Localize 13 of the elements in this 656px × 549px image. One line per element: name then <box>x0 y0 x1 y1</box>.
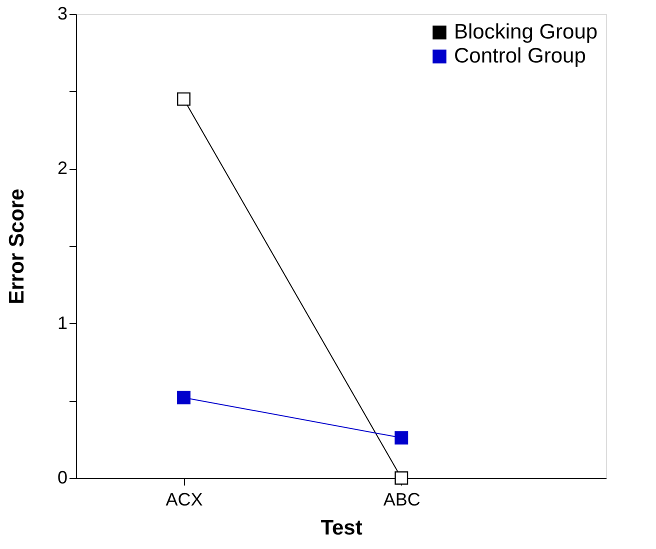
x-tick-label: ABC <box>383 490 420 510</box>
x-tick-label: ACX <box>166 490 203 510</box>
point <box>177 390 190 404</box>
y-tick-label: 3 <box>57 4 68 24</box>
y-axis-title: Error Score <box>5 188 28 304</box>
y-tick-label: 0 <box>57 468 68 488</box>
legend-label: Blocking Group <box>454 20 598 44</box>
x-axis-title: Test <box>320 516 362 540</box>
y-tick-label: 1 <box>57 312 68 333</box>
point <box>177 92 190 106</box>
point <box>394 431 408 445</box>
legend-label: Control Group <box>454 44 586 68</box>
y-tick-label: 2 <box>57 158 68 178</box>
